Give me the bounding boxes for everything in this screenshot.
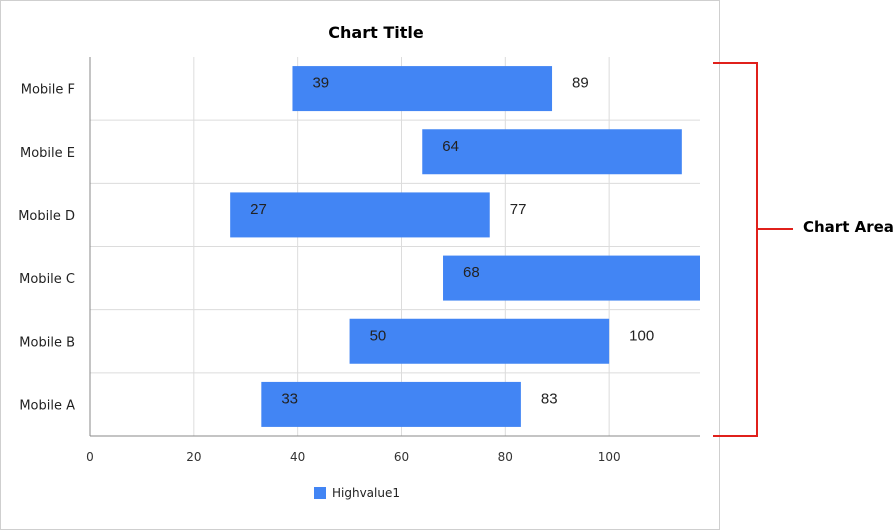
data-label-low: 27	[250, 201, 267, 218]
data-label-high: 89	[572, 75, 589, 92]
bar	[349, 318, 610, 364]
bar	[292, 66, 553, 112]
legend: Highvalue1	[314, 486, 400, 500]
x-tick-label: 100	[598, 450, 621, 464]
data-label-high: 100	[629, 327, 654, 344]
category-label: Mobile E	[20, 146, 75, 161]
x-tick-label: 40	[290, 450, 305, 464]
bar	[230, 192, 490, 238]
data-label-low: 64	[442, 138, 459, 155]
data-label-low: 39	[312, 75, 329, 92]
x-tick-label: 20	[186, 450, 201, 464]
data-label-high: 77	[510, 201, 527, 218]
chart-area-bracket	[713, 62, 758, 437]
category-label: Mobile A	[19, 398, 75, 413]
data-label-low: 50	[370, 327, 387, 344]
data-label-low: 68	[463, 264, 480, 281]
category-label: Mobile C	[19, 272, 75, 287]
bar	[443, 255, 700, 301]
x-tick-label: 0	[86, 450, 94, 464]
category-label: Mobile B	[19, 335, 75, 350]
legend-swatch	[314, 487, 326, 499]
data-label-high: 83	[541, 390, 558, 407]
bar	[422, 129, 682, 175]
data-label-low: 33	[281, 390, 298, 407]
chart-area-annotation-label: Chart Area	[803, 218, 894, 236]
category-label: Mobile F	[21, 83, 75, 98]
category-label: Mobile D	[18, 209, 75, 224]
x-tick-label: 80	[498, 450, 513, 464]
x-tick-label: 60	[394, 450, 409, 464]
chart-title: Chart Title	[328, 23, 424, 42]
bar	[261, 381, 521, 427]
legend-label: Highvalue1	[332, 486, 400, 500]
